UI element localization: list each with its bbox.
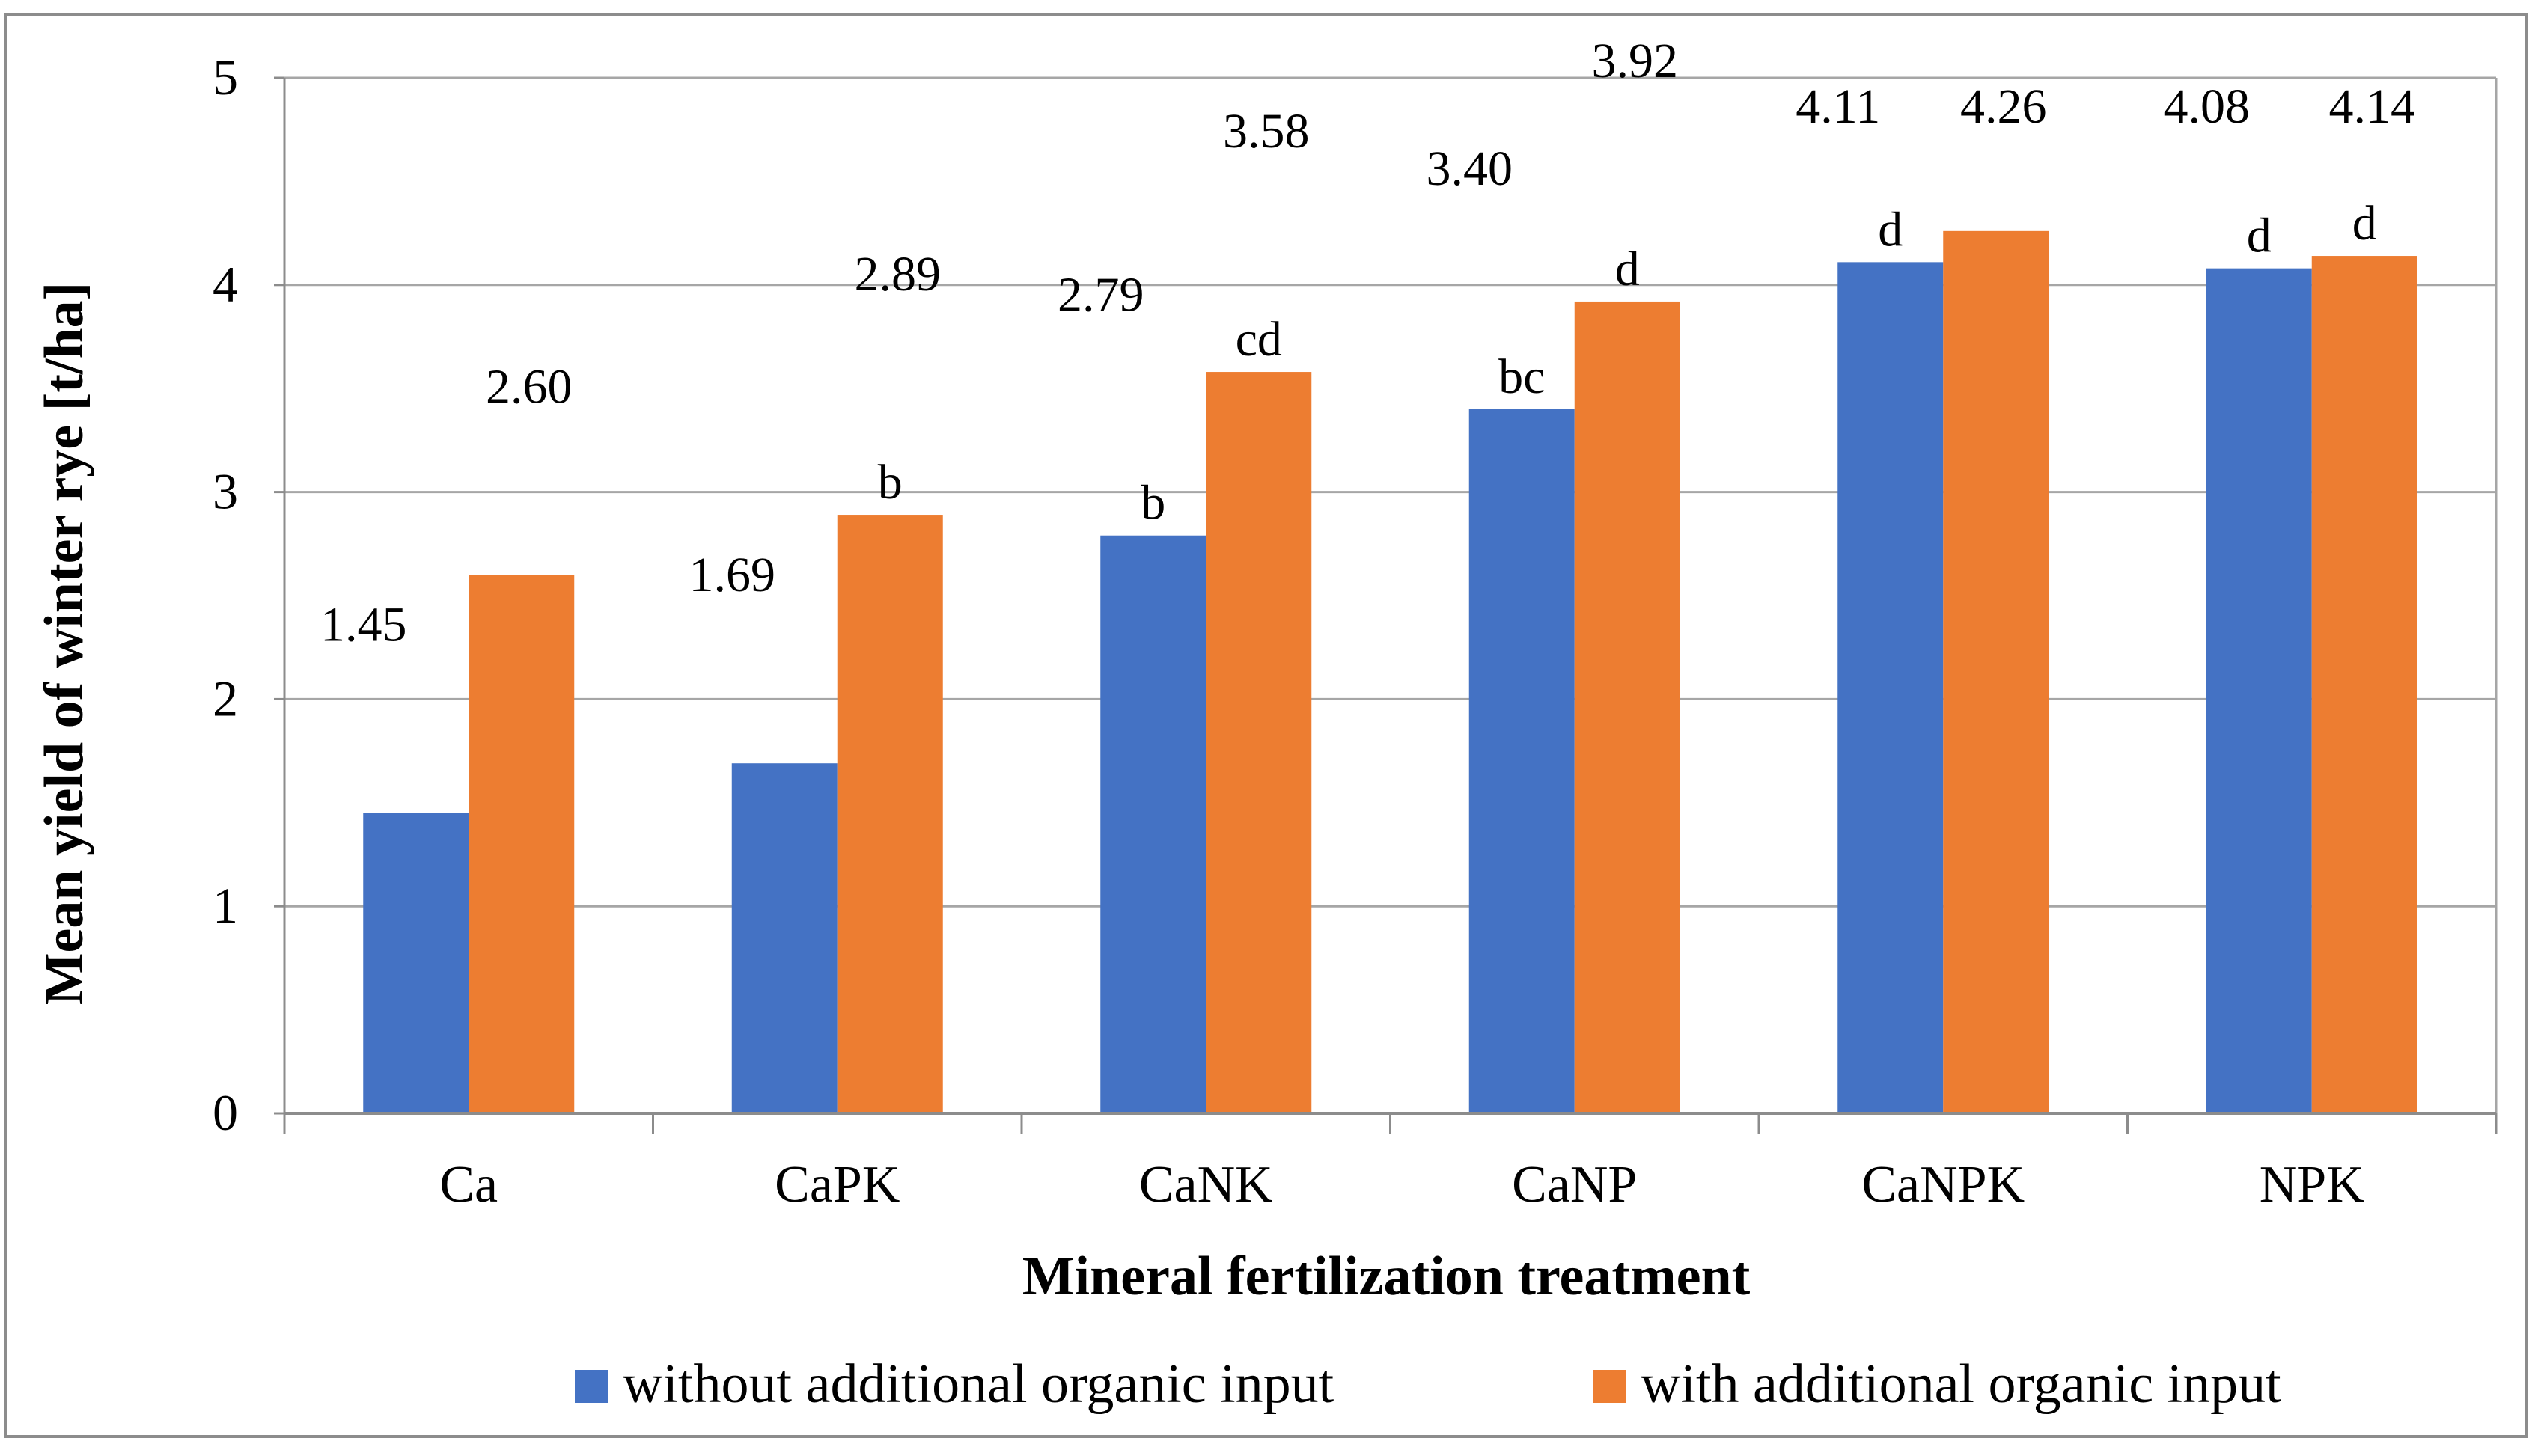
value-label: 4.14: [2329, 79, 2416, 134]
bar-with-organic: [469, 575, 575, 1113]
significance-label: cd: [1236, 312, 1282, 367]
legend-swatch-without: [575, 1370, 608, 1403]
bar-without-organic: [1100, 535, 1206, 1113]
y-tick-label: 0: [213, 1084, 238, 1141]
x-tick-label: Ca: [439, 1156, 498, 1214]
significance-label: d: [1878, 202, 1903, 257]
y-tick-label: 5: [213, 49, 238, 105]
value-label: 4.26: [1960, 79, 2047, 134]
value-label: 3.58: [1223, 104, 1310, 159]
legend-label-without: without additional organic input: [623, 1353, 1334, 1415]
value-label: 1.69: [689, 548, 776, 602]
y-tick-label: 4: [213, 256, 238, 313]
x-tick-label: CaNK: [1139, 1156, 1273, 1214]
legend: without additional organic input with ad…: [575, 1353, 2281, 1415]
bar-without-organic: [2206, 268, 2312, 1113]
value-label: 3.40: [1427, 141, 1513, 196]
bar-with-organic: [1943, 230, 2049, 1113]
bar-without-organic: [363, 813, 469, 1113]
bars: [363, 230, 2417, 1114]
legend-swatch-with: [1593, 1370, 1626, 1403]
bar-with-organic: [837, 515, 943, 1113]
bar-with-organic: [1574, 301, 1680, 1114]
significance-label: b: [1141, 476, 1165, 530]
y-axis-title: Mean yield of winter rye [t/ha]: [34, 282, 95, 1006]
x-tick-label: NPK: [2260, 1156, 2364, 1214]
value-label: 2.60: [486, 359, 573, 414]
value-label: 3.92: [1592, 34, 1679, 88]
value-label: 2.79: [1058, 268, 1144, 322]
significance-label: bc: [1498, 349, 1545, 404]
x-tick-label: CaNP: [1512, 1156, 1637, 1214]
x-tick-label: CaNPK: [1861, 1156, 2025, 1214]
gridlines: [284, 76, 2498, 1113]
bar-without-organic: [731, 763, 838, 1113]
axes: [274, 76, 2498, 1134]
value-label: 1.45: [320, 598, 407, 652]
value-label: 4.11: [1796, 79, 1880, 134]
bar-with-organic: [1206, 372, 1312, 1113]
significance-label: d: [2247, 209, 2272, 263]
y-tick-label: 1: [213, 877, 238, 934]
value-label: 4.08: [2164, 79, 2251, 134]
significance-label: d: [2352, 196, 2377, 251]
bar-with-organic: [2311, 256, 2417, 1114]
y-tick-label: 3: [213, 463, 238, 520]
y-tick-label: 2: [213, 670, 238, 727]
data-labels: 0 1 2 3 4 5 Ca 1.45 2.60 CaPK 1.69 b 2.89 CaNK b 2.79 cd…: [213, 34, 2415, 1214]
x-axis-title: Mineral fertilization treatment: [1022, 1246, 1751, 1307]
bar-without-organic: [1468, 409, 1575, 1113]
significance-label: b: [878, 455, 903, 510]
bar-without-organic: [1837, 262, 1944, 1113]
x-tick-label: CaPK: [775, 1156, 900, 1214]
significance-label: d: [1615, 242, 1640, 296]
value-label: 2.89: [855, 247, 942, 302]
legend-label-with: with additional organic input: [1641, 1353, 2281, 1415]
